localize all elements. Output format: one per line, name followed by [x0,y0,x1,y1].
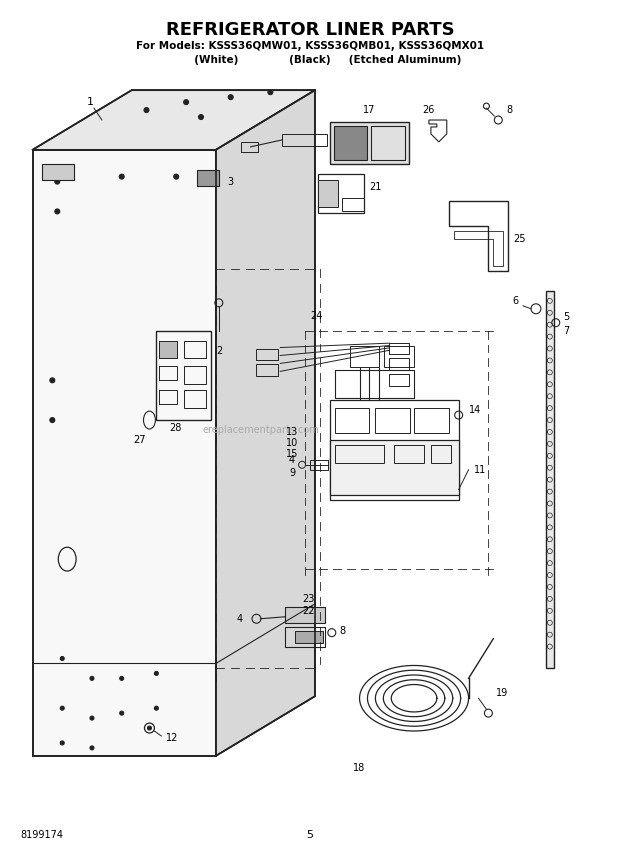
Text: 27: 27 [133,435,146,445]
Text: 1: 1 [86,97,94,107]
Circle shape [148,726,151,730]
Circle shape [198,115,203,120]
Text: 3: 3 [228,176,234,187]
Bar [389,342,409,354]
Circle shape [60,706,64,710]
Text: 26: 26 [423,105,435,115]
Bar [156,330,211,420]
Text: 6: 6 [512,296,518,306]
Text: 22: 22 [302,606,314,615]
Circle shape [228,95,233,99]
Circle shape [174,174,179,179]
Text: 8199174: 8199174 [20,830,64,841]
Bar [330,122,409,163]
Bar [335,445,384,463]
Bar [257,365,278,377]
Text: 5: 5 [306,830,314,841]
Text: 4: 4 [236,614,242,624]
Circle shape [55,209,60,214]
Bar [285,627,325,646]
Bar [241,142,259,152]
Text: 7: 7 [563,325,569,336]
Text: (White)              (Black)     (Etched Aluminum): (White) (Black) (Etched Aluminum) [158,56,462,65]
Circle shape [90,746,94,750]
Bar [42,163,74,180]
Circle shape [90,716,94,720]
Bar [257,348,278,360]
Text: 8: 8 [506,105,512,115]
Text: 25: 25 [513,235,526,244]
Bar [375,408,410,433]
Bar [389,374,409,386]
Text: 14: 14 [469,405,481,415]
Circle shape [120,676,123,681]
Text: ereplacementparts.com: ereplacementparts.com [202,425,319,435]
Bar [394,445,424,463]
Text: REFRIGERATOR LINER PARTS: REFRIGERATOR LINER PARTS [166,21,454,39]
Bar [282,134,327,146]
Bar [350,346,379,367]
Bar [334,126,368,160]
Circle shape [50,418,55,423]
Bar [318,174,363,213]
Circle shape [50,377,55,383]
Bar [295,631,323,643]
Text: 15: 15 [286,449,298,459]
Text: 23: 23 [302,594,314,603]
Bar [335,371,414,398]
Bar [184,390,206,408]
Circle shape [55,179,60,184]
Bar [546,291,554,669]
Bar [285,607,325,622]
Text: 11: 11 [474,465,486,475]
Bar [159,341,177,359]
Text: 9: 9 [289,467,295,478]
Text: 28: 28 [169,423,182,433]
Bar [342,198,363,211]
Bar [318,180,338,207]
Polygon shape [32,90,315,150]
Bar [389,359,409,371]
Bar [159,390,177,404]
Circle shape [144,108,149,112]
Bar [384,346,414,367]
Text: 17: 17 [363,105,376,115]
Bar [330,401,459,500]
Bar [159,366,177,380]
Circle shape [60,657,64,661]
Bar [414,408,449,433]
Text: 19: 19 [497,688,508,698]
Text: 8: 8 [340,626,346,636]
Text: 24: 24 [310,311,322,321]
Circle shape [154,706,158,710]
Text: For Models: KSSS36QMW01, KSSS36QMB01, KSSS36QMX01: For Models: KSSS36QMW01, KSSS36QMB01, KS… [136,40,484,51]
Bar [330,440,459,495]
Circle shape [60,741,64,745]
Bar [431,445,451,463]
Polygon shape [32,150,216,756]
Bar [184,341,206,359]
Text: 4: 4 [289,455,295,465]
Bar [371,126,405,160]
Text: 5: 5 [563,312,569,322]
Polygon shape [216,90,315,756]
Bar [310,460,328,470]
Circle shape [119,174,124,179]
Bar [184,366,206,384]
Text: 13: 13 [286,427,298,437]
Circle shape [268,90,273,95]
Text: 12: 12 [166,733,179,743]
Circle shape [154,671,158,675]
Circle shape [184,99,188,104]
Bar [197,169,219,186]
Circle shape [90,676,94,681]
Text: 18: 18 [353,763,366,773]
Text: 10: 10 [286,438,298,448]
Circle shape [120,711,123,715]
Text: 2: 2 [216,346,222,355]
Text: 21: 21 [370,181,382,192]
Bar [335,408,370,433]
